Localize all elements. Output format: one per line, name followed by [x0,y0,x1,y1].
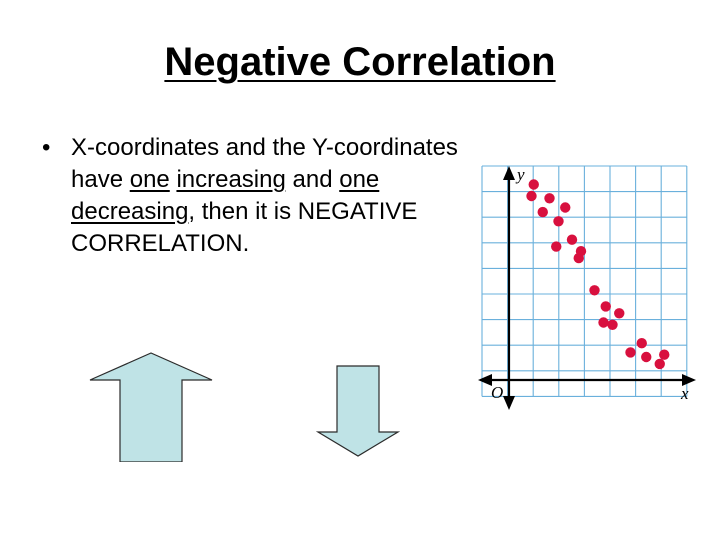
data-point-15 [607,319,618,330]
data-point-7 [566,234,578,245]
y-axis-label: y [515,165,525,184]
y-axis-arrow-up [503,166,515,180]
y-axis-arrow-down [503,396,515,410]
bullet-point: • X-coordinates and the Y-coordinates ha… [40,132,460,260]
underlined-one-2: one [339,166,380,193]
data-point-18 [659,349,670,360]
bullet-text: X-coordinates and the Y-coordinates have… [71,132,460,260]
data-point-6 [553,216,564,227]
data-point-12 [600,301,611,312]
data-point-19 [654,358,665,370]
underlined-decreasing: decreasing [71,198,189,225]
underlined-increasing: increasing [176,166,286,193]
data-point-3 [544,193,555,204]
data-points [526,179,670,370]
bullet-marker: • [42,134,51,161]
data-point-5 [560,202,571,213]
bullet-text-part-3: and [285,166,340,193]
bullet-text-part-5: , then it is NEGATIVE CORRELATION. [71,198,418,257]
data-point-10 [573,252,584,264]
data-point-4 [537,206,548,218]
data-point-17 [641,351,652,363]
bullet-text-part-1: X-coordinates and the Y-coordinates have [71,134,458,193]
slide-title: Negative Correlation [164,40,556,84]
down-arrow-icon [316,365,400,457]
origin-label: O [491,383,503,402]
grid-lines [481,165,688,397]
x-axis-arrow-left [478,374,492,386]
x-axis-arrow-right [682,374,696,386]
x-axis-label: x [680,384,689,403]
data-point-11 [589,285,600,296]
underlined-one-1: one [129,166,170,193]
up-arrow-icon [89,352,213,462]
scatter-plot: y x O [478,165,696,410]
axes [478,166,696,410]
data-point-1 [528,179,539,190]
data-point-20 [636,338,647,349]
data-point-13 [614,308,625,319]
data-point-8 [551,241,562,252]
data-point-16 [625,347,636,358]
data-point-14 [598,317,609,328]
data-point-2 [526,190,537,202]
